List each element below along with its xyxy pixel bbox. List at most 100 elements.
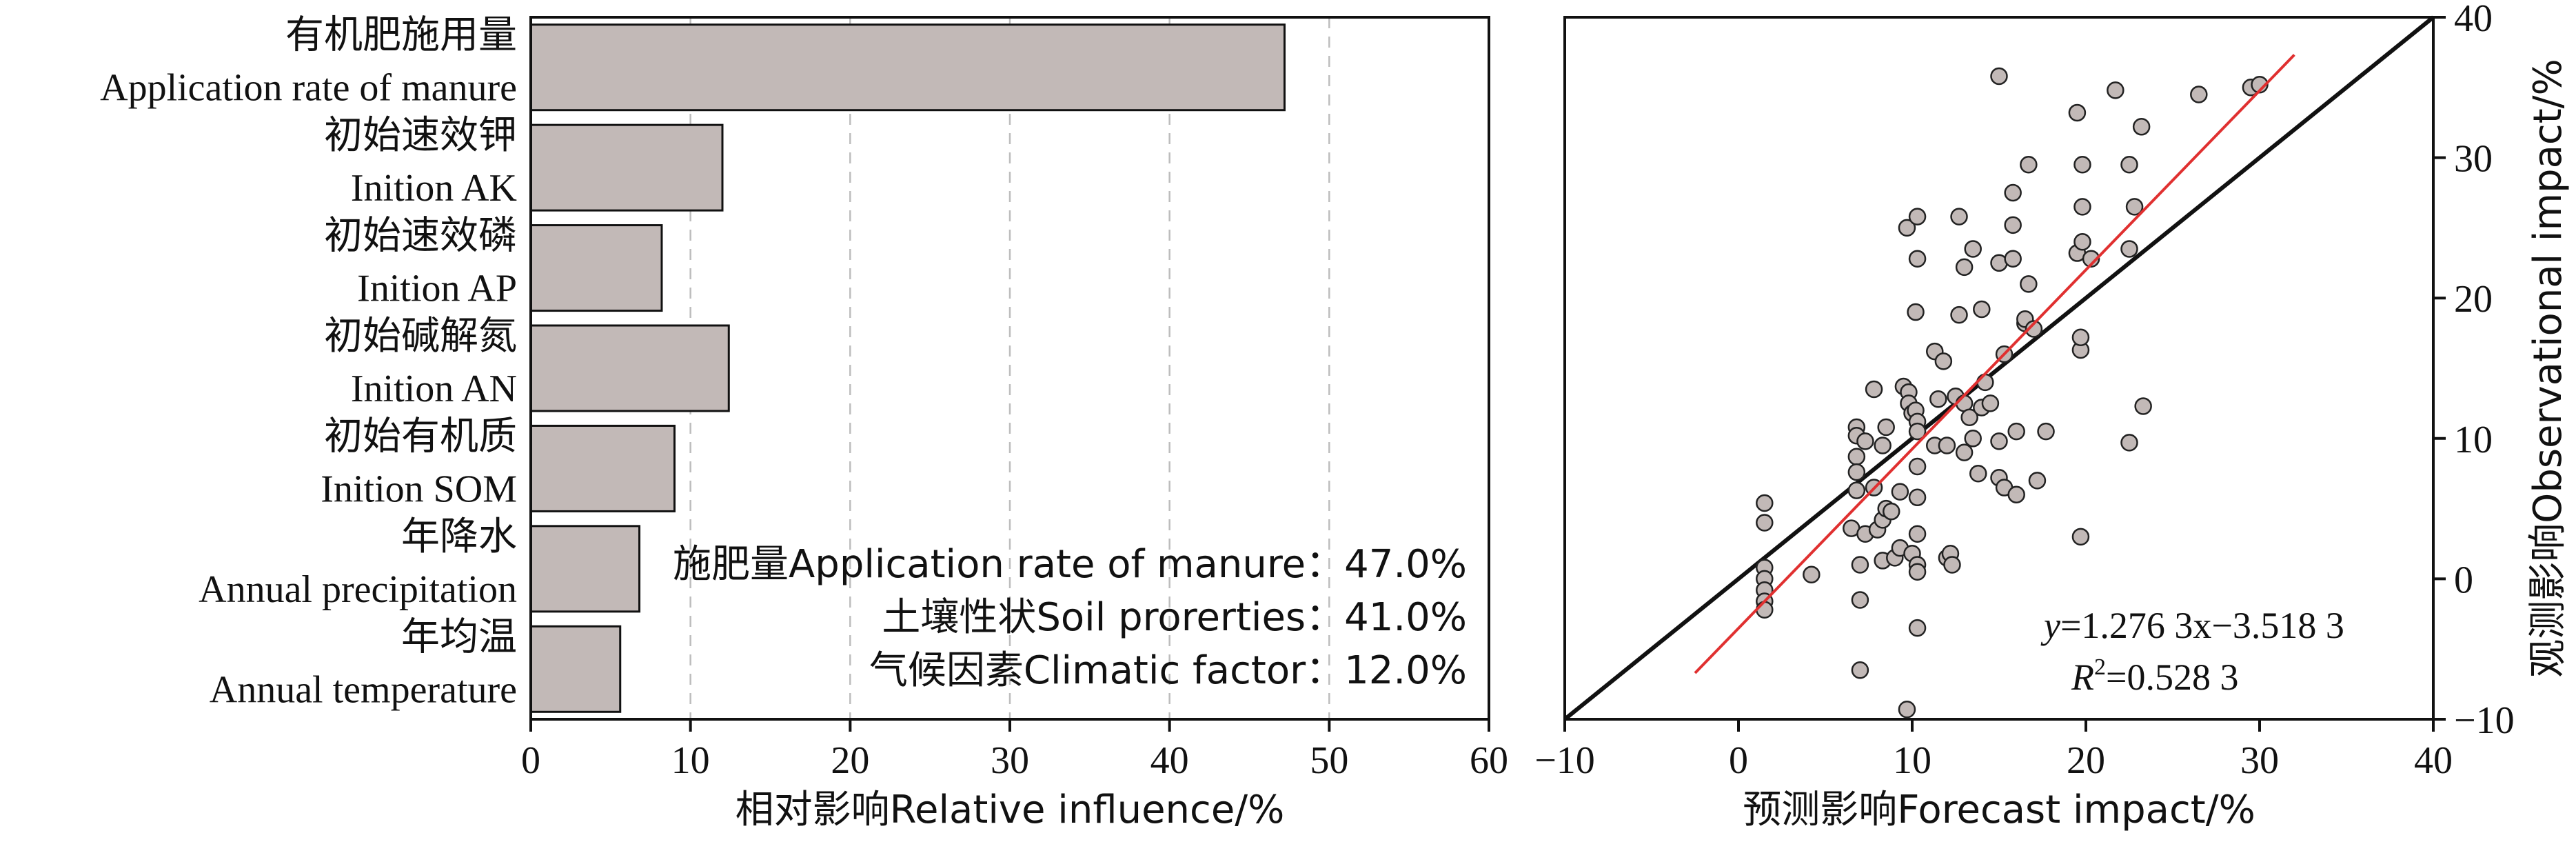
scatter-one-to-one-line — [1563, 15, 2435, 721]
category-label-en: Inition AP — [357, 268, 517, 310]
scatter-x-tick-label: 10 — [1893, 739, 1931, 782]
category-label-zh: 有机肥施用量 — [285, 13, 517, 58]
scatter-point — [1907, 303, 1925, 321]
scatter-y-axis-label: 观测影响Observational impact/% — [2526, 59, 2570, 677]
scatter-x-tick-label: −10 — [1534, 739, 1595, 782]
scatter-point — [1955, 258, 1974, 277]
scatter-point — [2020, 275, 2038, 293]
scatter-point — [2134, 397, 2152, 415]
scatter-x-tick-label: 0 — [1729, 739, 1748, 782]
scatter-point — [1990, 67, 2008, 86]
category-label-en: Inition SOM — [321, 468, 517, 510]
bar — [529, 224, 663, 312]
category-label-en: Inition AK — [351, 167, 517, 210]
r-squared-superscript: 2 — [2094, 654, 2106, 680]
scatter-point — [1964, 430, 1982, 448]
scatter-point — [2020, 156, 2038, 174]
scatter-point — [1877, 418, 1895, 437]
scatter-point — [1969, 464, 1987, 483]
scatter-point — [2082, 250, 2100, 268]
scatter-point — [1874, 437, 1892, 454]
bar-x-tick-label: 40 — [1150, 739, 1189, 782]
scatter-point — [1851, 661, 1869, 679]
category-label-en: Inition AN — [351, 368, 517, 410]
bar-x-tick-label: 60 — [1470, 739, 1508, 782]
scatter-point — [1898, 219, 1916, 237]
scatter-point — [1883, 502, 1900, 521]
scatter-point — [2073, 198, 2091, 216]
scatter-point — [2007, 485, 2025, 503]
scatter-point — [1908, 488, 1927, 507]
scatter-point — [1908, 422, 1927, 441]
summary-annotation: 土壤性状Soil prorerties：41.0% — [882, 595, 1467, 640]
scatter-y-tick-label: 30 — [2454, 138, 2493, 181]
scatter-y-tick-label: 0 — [2454, 559, 2473, 601]
category-label-zh: 年均温 — [401, 614, 517, 659]
bar — [529, 23, 1286, 112]
bar — [529, 123, 724, 212]
scatter-x-tick-label: 40 — [2414, 739, 2453, 782]
scatter-point — [1973, 300, 1991, 319]
scatter-fit-line — [1694, 54, 2295, 674]
scatter-point — [2073, 156, 2091, 174]
scatter-point — [1908, 457, 1927, 476]
scatter-point — [1976, 373, 1994, 392]
scatter-points — [1756, 67, 2269, 719]
scatter-point — [2190, 86, 2208, 103]
scatter-point — [1943, 556, 1961, 574]
scatter-point — [1908, 619, 1927, 637]
category-label-zh: 初始有机质 — [324, 414, 517, 459]
scatter-point — [1964, 240, 1982, 258]
bar-x-tick-label: 30 — [991, 739, 1029, 782]
r-squared-text: R2=0.528 3 — [2071, 654, 2238, 698]
scatter-y-tick-label: 40 — [2454, 0, 2493, 40]
r-squared-value: =0.528 3 — [2106, 656, 2238, 698]
bar-chart-x-ticks: 0 10 20 30 40 50 60 — [521, 719, 1508, 782]
bar-x-tick-label: 20 — [831, 739, 869, 782]
scatter-point — [1950, 305, 1968, 324]
scatter-point — [2125, 198, 2144, 216]
scatter-point — [2004, 216, 2022, 234]
scatter-point — [2004, 183, 2022, 202]
scatter-x-tick-label: 20 — [2067, 739, 2105, 782]
category-label-en: Application rate of manure — [100, 67, 517, 110]
category-label-en: Annual temperature — [210, 668, 517, 711]
scatter-point — [1891, 483, 1909, 501]
scatter-point — [1847, 448, 1866, 466]
bar-x-tick-label: 0 — [521, 739, 540, 782]
summary-annotation: 施肥量Application rate of manure：47.0% — [673, 542, 1467, 587]
bar — [529, 525, 641, 613]
scatter-point — [2120, 240, 2138, 258]
category-label-en: Annual precipitation — [199, 568, 517, 611]
scatter-point — [2004, 250, 2022, 268]
scatter-x-tick-label: 30 — [2240, 739, 2279, 782]
scatter-point — [1981, 394, 2000, 412]
scatter-point — [2071, 328, 2090, 346]
scatter-point — [1990, 432, 2008, 450]
scatter-point — [2073, 233, 2091, 251]
scatter-point — [1929, 390, 1947, 408]
scatter-point — [2025, 320, 2043, 338]
scatter-y-tick-label: 10 — [2454, 419, 2493, 461]
scatter-point — [1908, 525, 1927, 543]
scatter-point — [1955, 443, 1974, 461]
scatter-point — [1908, 208, 1927, 225]
scatter-point — [1865, 380, 1883, 399]
scatter-point — [2120, 434, 2138, 452]
scatter-point — [1756, 601, 1774, 619]
scatter-point — [1950, 208, 1968, 225]
scatter-point — [2028, 472, 2047, 490]
bar-x-tick-label: 50 — [1310, 739, 1348, 782]
fit-equation-text: y=1.276 3x−3.518 3 — [2040, 605, 2344, 646]
scatter-point — [1908, 563, 1927, 581]
scatter-y-tick-label: 20 — [2454, 278, 2493, 321]
scatter-point — [1938, 437, 1956, 454]
scatter-point — [2068, 103, 2087, 122]
scatter-x-axis-label: 预测影响Forecast impact/% — [1743, 788, 2255, 832]
bar — [529, 424, 676, 512]
scatter-point — [2107, 81, 2124, 99]
scatter-point — [2132, 118, 2151, 136]
